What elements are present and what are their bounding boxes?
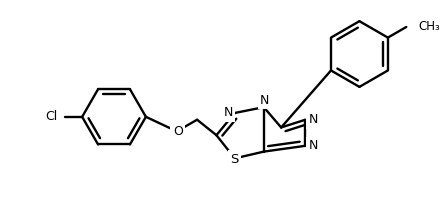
Text: Cl: Cl [46,110,58,123]
Text: CH₃: CH₃ [418,20,440,33]
Text: N: N [308,139,318,152]
Text: N: N [224,106,233,119]
Text: O: O [173,125,183,138]
Text: N: N [308,113,318,126]
Text: N: N [260,94,269,107]
Text: S: S [231,153,239,166]
